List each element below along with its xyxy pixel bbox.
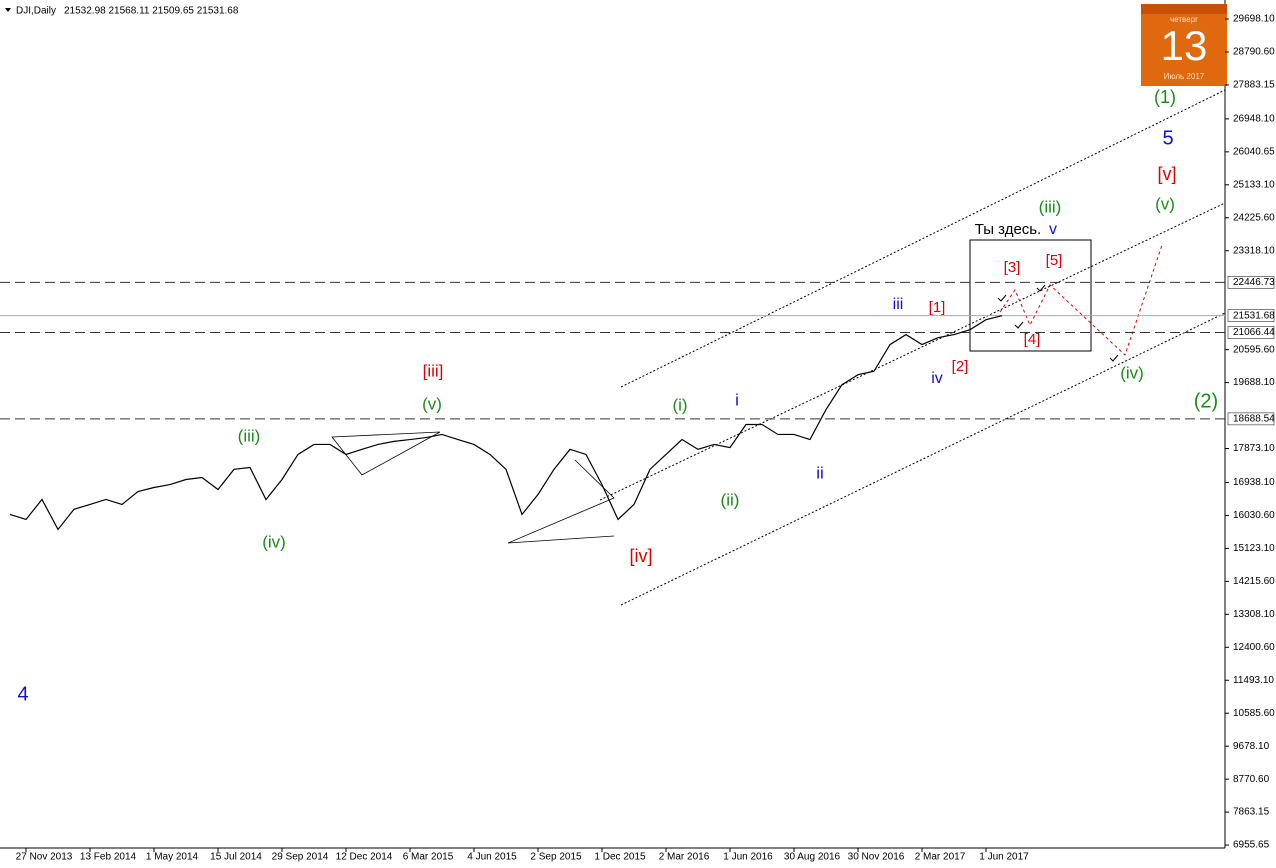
- drawings: [331, 89, 1226, 606]
- ohlc: 21532.98 21568.11 21509.65 21531.68: [64, 6, 239, 17]
- y-tick-label: 23318.10: [1233, 245, 1275, 256]
- wave-label: (ii): [721, 490, 740, 509]
- header-arrow: [5, 8, 11, 12]
- x-tick-label: 2 Mar 2017: [915, 852, 966, 863]
- y-tick-label: 19688.10: [1233, 377, 1275, 388]
- y-tick-label: 6955.65: [1233, 840, 1270, 851]
- y-tick-label: 26040.65: [1233, 146, 1275, 157]
- x-tick-label: 2 Sep 2015: [530, 852, 582, 863]
- check-marks: [997, 284, 1119, 362]
- calendar-weekday: четверг: [1170, 15, 1198, 24]
- calendar-top: [1141, 4, 1227, 14]
- x-tick-label: 6 Mar 2015: [403, 852, 454, 863]
- y-tick-label: 24225.60: [1233, 212, 1275, 223]
- wave-label: (2): [1194, 390, 1218, 412]
- y-tick-label: 25133.10: [1233, 179, 1275, 190]
- wave-label: Ты здесь.: [975, 221, 1042, 238]
- wave-label: iii: [893, 296, 904, 313]
- symbol: DJI,Daily: [16, 6, 56, 17]
- x-tick-label: 27 Nov 2013: [16, 852, 73, 863]
- x-tick-label: 1 Jun 2017: [979, 852, 1029, 863]
- triangle: [331, 431, 441, 476]
- x-tick-label: 1 Jun 2016: [723, 852, 773, 863]
- y-tick-label: 11493.10: [1233, 675, 1274, 686]
- wave-label: [iv]: [629, 546, 652, 566]
- wave-label: [5]: [1046, 252, 1063, 269]
- y-tick-label: 7863.15: [1233, 807, 1270, 818]
- channel-upper: [620, 89, 1226, 388]
- level-label-bg: [1227, 276, 1275, 289]
- wave-label: i: [735, 390, 739, 409]
- x-tick-label: 1 May 2014: [146, 852, 199, 863]
- y-tick-label: 13308.10: [1233, 609, 1275, 620]
- wave-label: (i): [672, 395, 687, 414]
- wave-label: [iii]: [423, 361, 444, 380]
- wave-label: (v): [1155, 194, 1175, 213]
- wave-label: [4]: [1024, 331, 1041, 348]
- y-tick-label: 27883.15: [1233, 80, 1275, 91]
- wave-label: (1): [1154, 87, 1176, 107]
- y-tick-label: 14215.60: [1233, 576, 1275, 587]
- wave-label: 5: [1162, 127, 1173, 149]
- y-tick-label: 10585.60: [1233, 708, 1275, 719]
- wave-label: 4: [17, 683, 28, 705]
- y-tick-label: 8770.60: [1233, 774, 1270, 785]
- level-label-bg: [1227, 326, 1275, 339]
- level-label: 22446.73: [1233, 277, 1275, 288]
- channel-middle: [599, 202, 1226, 501]
- wave-label: v: [1049, 221, 1057, 238]
- wave-label: iv: [931, 370, 943, 387]
- y-tick-label: 15123.10: [1233, 543, 1275, 554]
- y-tick-label: 16938.10: [1233, 477, 1275, 488]
- x-tick-label: 2 Mar 2016: [659, 852, 710, 863]
- y-tick-label: 29698.10: [1233, 14, 1275, 25]
- x-tick-label: 29 Sep 2014: [272, 852, 329, 863]
- level-label: 21066.44: [1233, 327, 1275, 338]
- y-tick-label: 28790.60: [1233, 47, 1275, 58]
- header: DJI,Daily 21532.98 21568.11 21509.65 215…: [5, 6, 239, 17]
- last-price-bg: [1227, 309, 1275, 322]
- wave-label: (v): [422, 394, 442, 413]
- wave-label: ii: [816, 463, 824, 482]
- calendar-month: Июль 2017: [1164, 72, 1205, 81]
- calendar-bg: [1141, 4, 1227, 86]
- x-tick-label: 30 Nov 2016: [848, 852, 905, 863]
- y-tick-label: 12400.60: [1233, 642, 1275, 653]
- x-tick-label: 13 Feb 2014: [80, 852, 137, 863]
- x-tick-label: 1 Dec 2015: [594, 852, 646, 863]
- y-tick-label: 16030.60: [1233, 510, 1275, 521]
- x-tick-label: 4 Jun 2015: [467, 852, 517, 863]
- calendar-day: 13: [1161, 22, 1208, 69]
- wave-label: (iv): [1120, 363, 1144, 382]
- level-label-bg: [1227, 412, 1275, 426]
- wave-label: [v]: [1157, 164, 1176, 184]
- x-tick-label: 12 Dec 2014: [336, 852, 393, 863]
- wave-label: (iii): [238, 426, 261, 445]
- price-line: [9, 315, 1003, 531]
- level-label: 18688.54: [1233, 414, 1275, 425]
- wave-label: [2]: [952, 358, 969, 375]
- wave-label: (iii): [1039, 197, 1062, 216]
- wave-label: [1]: [929, 299, 946, 316]
- y-tick-label: 26948.10: [1233, 114, 1275, 125]
- y-tick-label: 9678.10: [1233, 741, 1270, 752]
- triangle: [507, 459, 615, 544]
- x-tick-label: 15 Jul 2014: [210, 852, 262, 863]
- y-tick-label: 17873.10: [1233, 443, 1275, 454]
- y-tick-label: 20595.60: [1233, 344, 1275, 355]
- focus-box: [969, 239, 1092, 352]
- calendar: четверг 13 Июль 2017: [1141, 4, 1227, 86]
- wave-label: [3]: [1004, 259, 1021, 276]
- x-tick-label: 30 Aug 2016: [784, 852, 841, 863]
- last-price-label: 21531.68: [1233, 310, 1275, 321]
- wave-label: (iv): [262, 532, 286, 551]
